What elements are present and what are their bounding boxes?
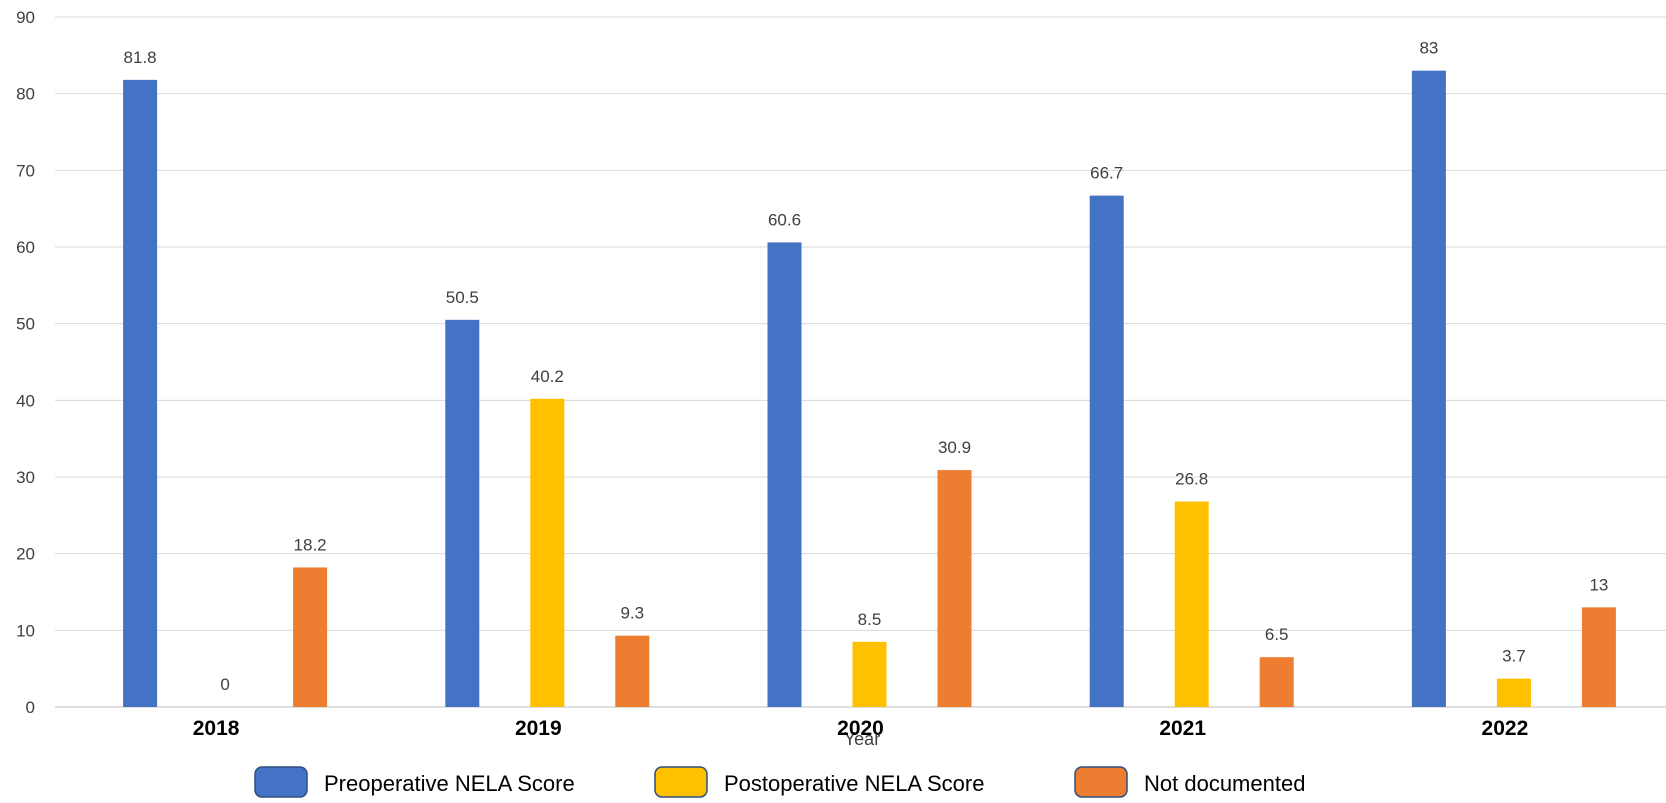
data-label: 6.5 [1265,625,1289,644]
bar-not-documented-2022 [1581,607,1616,707]
bars [123,70,1616,707]
data-label: 13 [1589,575,1608,594]
data-label: 40.2 [531,367,564,386]
y-tick-label: 0 [26,698,35,717]
bar-preoperative-nela-score-2020 [767,242,802,707]
data-label: 81.8 [124,48,157,67]
y-tick-label: 70 [16,161,35,180]
legend-swatch [654,766,708,798]
bar-preoperative-nela-score-2022 [1411,70,1446,707]
bar-postoperative-nela-score-2021 [1174,501,1209,707]
x-category-label: 2022 [1482,717,1529,740]
legend-label: Postoperative NELA Score [724,771,984,796]
y-tick-label: 80 [16,85,35,104]
legend: Preoperative NELA Score Postoperative NEL… [254,766,1305,798]
legend-swatch [1074,766,1128,798]
data-label: 50.5 [446,288,479,307]
y-tick-label: 10 [16,621,35,640]
x-category-label: 2018 [193,717,240,740]
bar-preoperative-nela-score-2021 [1089,195,1124,707]
x-axis: Year 2018 2019 2020 2021 2022 [193,717,1529,749]
legend-label: Not documented [1144,771,1305,796]
bar-postoperative-nela-score-2019 [530,398,565,707]
x-axis-title: Year [844,729,880,749]
data-labels: 81.8 0 18.2 50.5 40.2 9.3 60.6 8.5 30.9 66.7 26.8 6… [124,39,1609,694]
y-tick-label: 90 [16,8,35,27]
y-tick-label: 50 [16,315,35,334]
bar-preoperative-nela-score-2018 [123,79,158,707]
x-category-label: 2021 [1159,717,1206,740]
bar-not-documented-2020 [937,470,972,707]
y-tick-label: 20 [16,545,35,564]
data-label: 30.9 [938,438,971,457]
data-label: 18.2 [294,535,327,554]
data-label: 0 [220,675,229,694]
data-label: 9.3 [620,604,644,623]
bar-preoperative-nela-score-2019 [445,319,480,707]
bar-not-documented-2021 [1259,657,1294,707]
data-label: 83 [1419,39,1438,58]
data-label: 8.5 [858,610,882,629]
y-axis: 0 10 20 30 40 50 60 70 80 90 [16,8,35,717]
y-tick-label: 40 [16,391,35,410]
data-label: 66.7 [1090,164,1123,183]
y-tick-label: 30 [16,468,35,487]
bar-not-documented-2018 [293,567,328,707]
x-category-label: 2019 [515,717,562,740]
data-label: 60.6 [768,210,801,229]
bar-postoperative-nela-score-2022 [1496,678,1531,707]
y-tick-label: 60 [16,238,35,257]
x-category-label: 2020 [837,717,884,740]
data-label: 26.8 [1175,470,1208,489]
data-label: 3.7 [1502,647,1526,666]
bar-postoperative-nela-score-2020 [852,641,887,707]
legend-label: Preoperative NELA Score [324,771,575,796]
bar-not-documented-2019 [615,635,650,707]
legend-swatch [254,766,308,798]
